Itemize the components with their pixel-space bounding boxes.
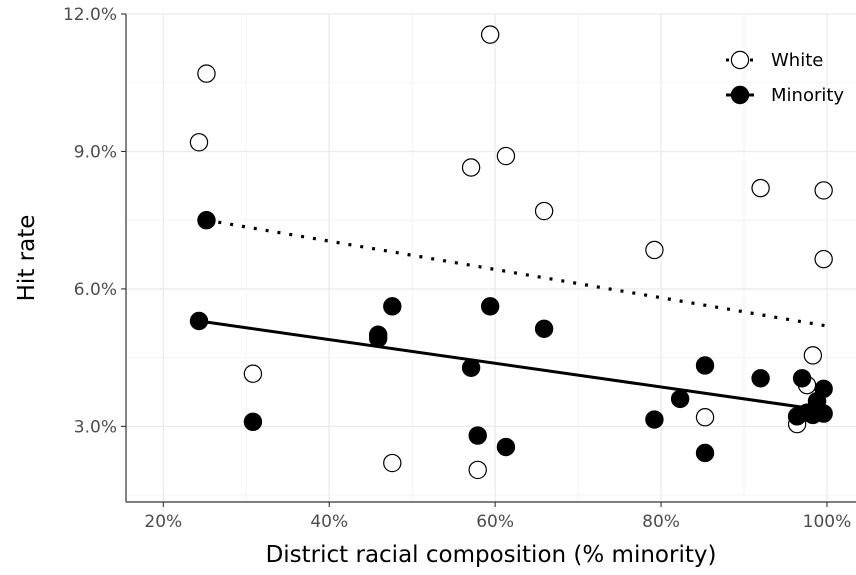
data-point-minority [787,407,807,426]
data-point-minority [197,210,216,230]
y-axis-ticks: 3.0% 6.0% 9.0% 12.0% [63,5,126,437]
data-point-white [189,133,209,152]
x-tick-label: 60% [476,512,514,532]
x-axis-title: District racial composition (% minority) [266,542,717,568]
trend-lines [198,218,825,412]
x-tick-label: 40% [310,512,348,532]
trend-line-minority [198,319,825,412]
data-point-white [695,408,715,427]
y-tick-label: 9.0% [74,142,117,162]
data-point-minority [670,389,690,409]
data-point-minority [751,369,770,388]
data-point-white [645,240,664,260]
data-point-white [468,460,487,480]
data-point-white [751,178,770,198]
panel-background [126,14,856,502]
y-axis-title: Hit rate [14,215,40,302]
data-point-white [383,453,402,473]
data-point-white [461,158,481,177]
data-point-minority [645,410,664,429]
data-point-minority [243,412,263,432]
x-axis-ticks: 20% 40% 60% 80% 100% [144,502,851,532]
data-point-white [197,64,216,83]
data-point-white [496,146,516,166]
data-points [189,25,833,480]
y-tick-label: 12.0% [63,5,117,25]
x-tick-label: 100% [803,512,852,532]
data-point-white [814,249,833,269]
data-point-minority [480,297,500,316]
data-point-minority [814,404,833,423]
data-point-minority [368,329,388,348]
y-tick-label: 3.0% [74,417,117,437]
data-point-minority [189,311,209,331]
x-tick-label: 20% [144,512,182,532]
legend-label-white: White [771,50,823,71]
data-point-white [803,346,823,365]
data-point-minority [496,437,516,457]
data-point-minority [461,358,481,377]
x-tick-label: 80% [642,512,680,532]
data-point-white [480,25,500,44]
data-point-minority [534,319,554,338]
legend-key-marker-white [730,50,750,70]
y-tick-label: 6.0% [74,280,117,300]
legend-key-marker-minority [730,85,750,105]
data-point-minority [695,443,715,463]
data-point-minority [468,426,487,445]
data-point-minority [695,356,715,375]
trend-line-white [206,218,825,328]
legend-label-minority: Minority [771,85,844,106]
data-point-minority [383,297,402,316]
legend: White Minority [726,50,844,106]
data-point-white [534,201,554,221]
data-point-white [243,364,263,383]
data-point-white [814,181,833,200]
data-point-minority [792,369,812,388]
